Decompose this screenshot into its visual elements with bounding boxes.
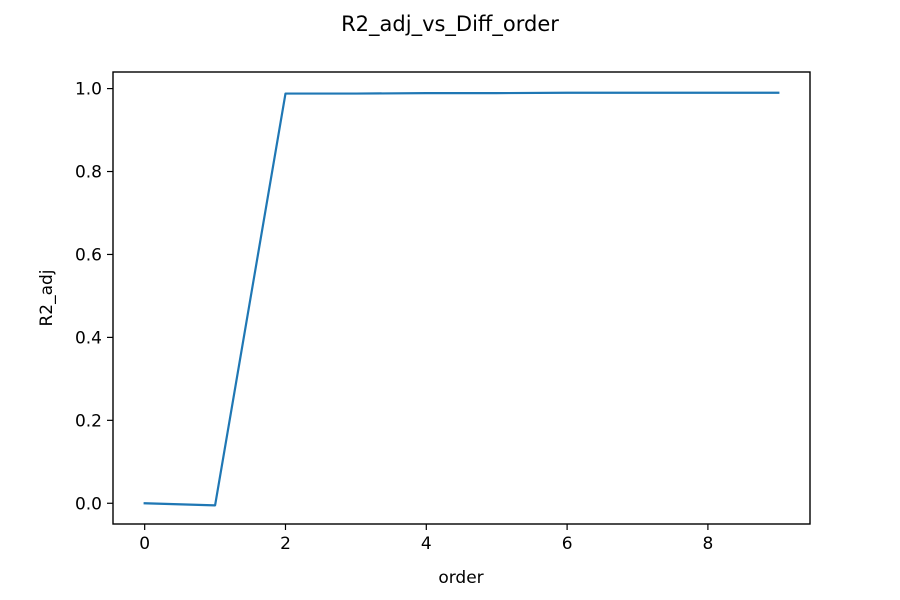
y-tick-label: 0.6: [75, 245, 102, 265]
y-tick-label: 1.0: [75, 80, 102, 100]
y-tick-label: 0.0: [75, 494, 102, 514]
x-axis-label: order: [438, 568, 483, 588]
x-tick-label: 8: [703, 534, 714, 554]
x-tick-label: 2: [280, 534, 291, 554]
x-tick-label: 0: [139, 534, 150, 554]
series-layer: [143, 91, 780, 507]
y-axis-label: R2_adj: [37, 269, 57, 326]
series-line: [143, 91, 780, 507]
plot-area: [113, 72, 810, 524]
x-axis-ticks: 0 2 4 6 8: [139, 524, 713, 554]
x-tick-label: 4: [421, 534, 432, 554]
y-axis-ticks: 0.0 0.2 0.4 0.6 0.8 1.0: [75, 80, 113, 514]
y-tick-label: 0.2: [75, 411, 102, 431]
y-tick-label: 0.8: [75, 163, 102, 183]
y-tick-label: 0.4: [75, 328, 102, 348]
chart-title: R2_adj_vs_Diff_order: [341, 12, 559, 37]
plot-frame: [112, 71, 811, 525]
x-tick-label: 6: [562, 534, 573, 554]
